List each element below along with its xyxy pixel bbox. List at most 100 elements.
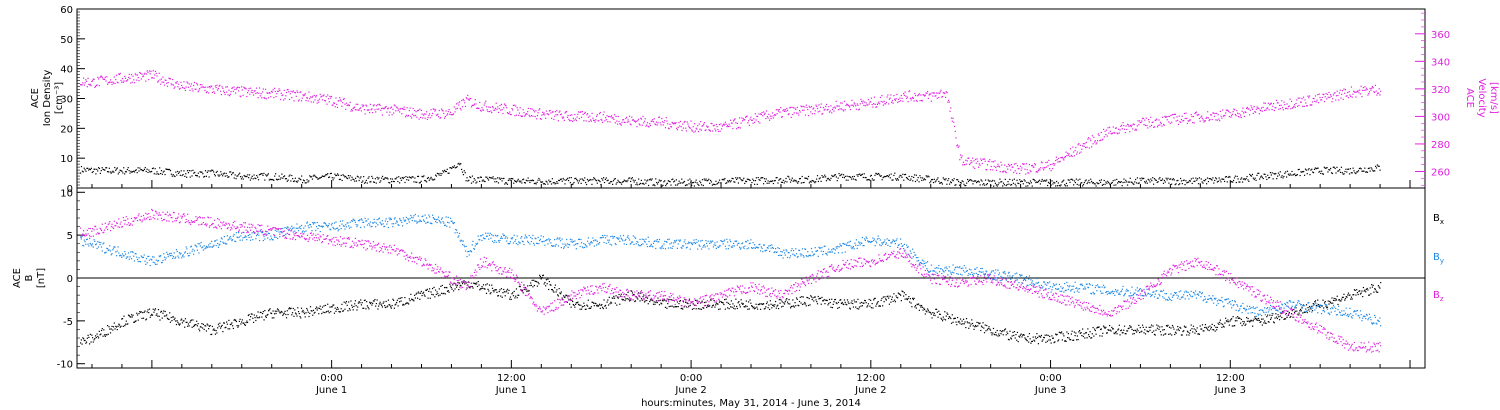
density-point (505, 182, 508, 184)
velocity-point (352, 107, 354, 109)
velocity-point (671, 121, 673, 124)
bx-point (102, 335, 104, 337)
velocity-point (585, 120, 587, 122)
bx-point (960, 323, 962, 325)
bx-point (1003, 330, 1005, 332)
bx-point (220, 327, 222, 329)
velocity-point (754, 113, 756, 115)
bx-point (825, 299, 828, 301)
density-point (698, 184, 700, 186)
density-point (1046, 179, 1048, 181)
bx-point (708, 305, 710, 307)
velocity-point (1124, 131, 1126, 134)
velocity-point (118, 73, 121, 76)
density-point (1114, 179, 1116, 181)
density-point (677, 183, 679, 185)
bx-point (340, 308, 342, 310)
bx-point (419, 298, 421, 300)
bx-point (572, 300, 574, 303)
velocity-point (661, 118, 663, 120)
velocity-point (175, 82, 177, 84)
density-point (1037, 181, 1039, 183)
density-point (1092, 182, 1094, 184)
density-point (201, 171, 203, 173)
density-point (286, 180, 288, 182)
bx-point (1019, 336, 1021, 338)
density-point (1210, 178, 1212, 180)
velocity-point (672, 122, 674, 125)
velocity-point (148, 70, 151, 72)
bx-point (1198, 333, 1201, 335)
bx-point (744, 306, 746, 308)
velocity-point (582, 113, 584, 115)
density-point (111, 171, 113, 173)
bx-point (992, 332, 994, 334)
bx-point (449, 283, 451, 285)
bx-point (360, 299, 362, 301)
bx-point (926, 308, 929, 310)
bx-point (788, 298, 790, 301)
density-point (710, 181, 713, 183)
velocity-point (1344, 89, 1347, 91)
velocity-point (102, 78, 104, 80)
density-point (764, 180, 766, 183)
bx-point (136, 312, 138, 314)
density-point (548, 179, 550, 181)
bx-point (138, 312, 140, 315)
bx-point (1109, 329, 1111, 331)
velocity-point (441, 109, 443, 111)
density-point (228, 176, 230, 178)
velocity-point (1377, 92, 1379, 94)
velocity-point (993, 165, 995, 167)
velocity-point (261, 97, 263, 99)
velocity-point (1040, 167, 1042, 169)
density-point (966, 178, 969, 181)
velocity-point (841, 102, 843, 104)
velocity-point (947, 101, 949, 103)
density-point (757, 176, 759, 179)
bx-point (1073, 339, 1075, 341)
density-point (372, 177, 374, 179)
velocity-point (596, 114, 598, 116)
bx-point (578, 304, 580, 306)
bx-point (818, 298, 820, 300)
density-point (256, 174, 258, 177)
velocity-point (330, 97, 332, 99)
velocity-point (1195, 111, 1198, 113)
density-point (118, 171, 120, 173)
bx-point (227, 328, 229, 330)
velocity-point (134, 73, 136, 75)
density-point (1020, 181, 1022, 183)
density-point (200, 171, 202, 173)
density-point (1362, 170, 1364, 172)
bx-point (338, 310, 340, 313)
top-panel-frame (76, 8, 1426, 189)
velocity-point (1156, 118, 1158, 120)
bx-point (1258, 319, 1260, 322)
bx-point (286, 310, 288, 312)
bx-point (145, 319, 147, 321)
density-point (565, 179, 567, 181)
velocity-point (359, 107, 361, 110)
velocity-point (703, 123, 705, 125)
density-point (187, 172, 190, 174)
velocity-point (482, 109, 484, 111)
density-point (760, 177, 762, 179)
velocity-point (430, 109, 432, 111)
bx-point (771, 307, 773, 309)
bx-point (124, 323, 127, 325)
bx-point (1219, 321, 1221, 323)
velocity-point (1275, 99, 1278, 102)
density-point (743, 177, 745, 179)
bx-point (769, 300, 771, 302)
velocity-point (125, 80, 127, 82)
density-point (905, 176, 908, 179)
bx-point (87, 334, 89, 336)
velocity-point (1123, 124, 1125, 127)
velocity-point (396, 107, 398, 109)
velocity-point (1377, 92, 1380, 94)
velocity-point (850, 104, 852, 106)
density-point (846, 175, 848, 177)
bx-point (1161, 326, 1163, 328)
